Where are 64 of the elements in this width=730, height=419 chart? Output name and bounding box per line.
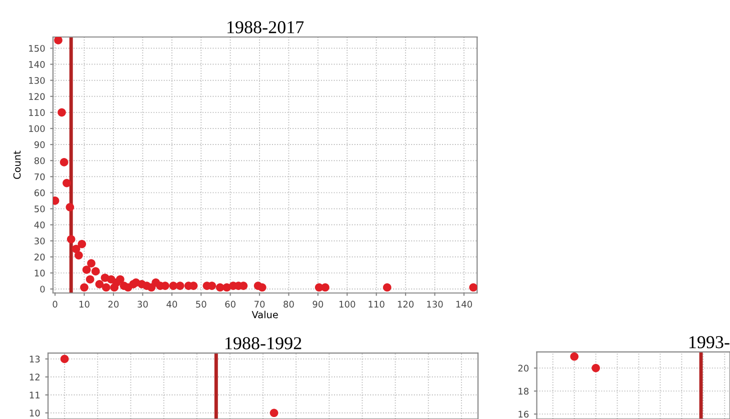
y-tick-label: 30 (34, 238, 45, 244)
x-tick-label: 70 (254, 300, 265, 308)
chart-title: 1993- (689, 336, 730, 348)
point (62, 178, 71, 188)
point (258, 283, 266, 292)
x-tick-label: 50 (196, 300, 206, 308)
chart-title: 1988-2017 (228, 21, 304, 34)
x-tick-label: 110 (368, 300, 384, 308)
y-tick-label: 130 (29, 77, 45, 84)
x-tick-label: 130 (427, 300, 443, 308)
y-tick-label: 60 (34, 189, 45, 196)
point (102, 283, 110, 292)
point (58, 108, 66, 117)
y-tick-label: 70 (34, 173, 45, 180)
x-tick-label: 60 (225, 300, 236, 308)
y-tick-label: 150 (29, 44, 45, 52)
point (82, 266, 91, 274)
x-tick-label: 140 (456, 300, 472, 308)
point (469, 283, 478, 292)
x-tick-label: 10 (80, 300, 90, 308)
x-tick-label: 0 (52, 300, 58, 308)
point (176, 282, 184, 290)
point (382, 283, 392, 292)
x-tick-label: 20 (108, 300, 119, 308)
y-tick-label: 18 (518, 388, 529, 395)
x-tick-label: 100 (340, 300, 356, 308)
y-tick-label: 16 (518, 410, 529, 418)
point (321, 283, 330, 292)
y-tick-label: 110 (29, 109, 45, 116)
x-tick-label: 120 (398, 300, 414, 308)
point (80, 283, 88, 292)
point (86, 275, 94, 284)
y-tick-label: 80 (34, 157, 45, 164)
point (74, 251, 83, 260)
y-tick-label: 13 (30, 356, 40, 362)
y-tick-label: 90 (34, 141, 45, 148)
y-tick-label: 120 (29, 93, 45, 100)
y-tick-label: 10 (34, 270, 45, 276)
point (66, 202, 74, 212)
y-tick-label: 12 (30, 374, 40, 380)
y-tick-label: 50 (34, 205, 45, 212)
y-tick-label: 20 (518, 364, 529, 372)
y-tick-label: 140 (29, 61, 45, 68)
y-tick-label: 11 (30, 392, 40, 398)
y-tick-label: 40 (34, 222, 45, 228)
point (91, 267, 100, 276)
x-tick-label: 90 (312, 300, 324, 308)
y-axis-title: Count (13, 150, 21, 179)
point (95, 280, 104, 288)
point (54, 37, 62, 44)
x-tick-label: 40 (166, 300, 178, 308)
point (66, 235, 76, 244)
y-tick-label: 100 (29, 125, 45, 132)
x-tick-label: 30 (138, 300, 148, 308)
point (87, 259, 96, 268)
point (78, 240, 86, 248)
y-tick-label: 0 (40, 286, 45, 293)
point (60, 158, 68, 166)
y-tick-label: 20 (34, 254, 45, 260)
y-tick-label: 10 (30, 410, 40, 416)
chart-title: 1988-1992 (225, 337, 302, 350)
point (116, 275, 124, 284)
x-tick-label: 80 (284, 300, 294, 308)
x-axis-title: Value (252, 310, 278, 318)
